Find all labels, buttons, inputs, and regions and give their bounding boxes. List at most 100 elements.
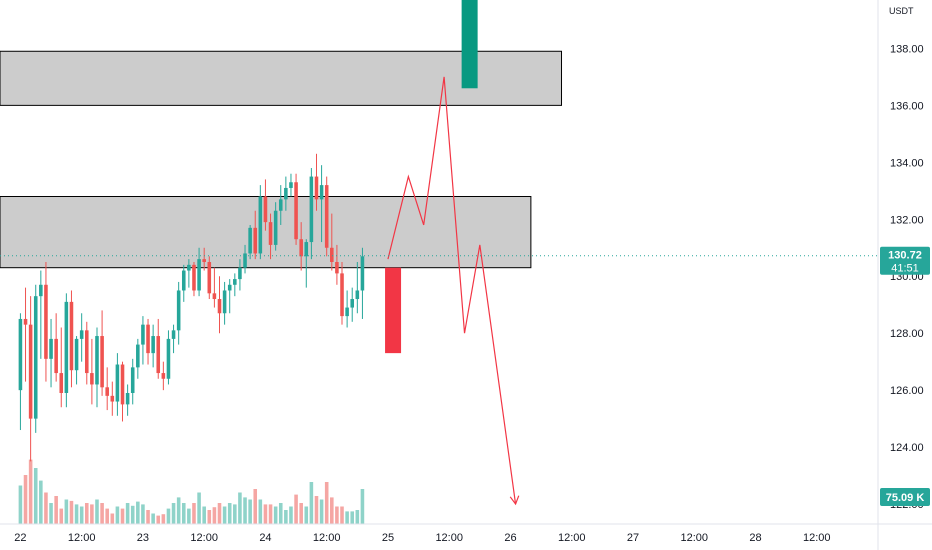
volume-bar: [125, 503, 130, 524]
time-tick-label: 12:00: [190, 532, 218, 544]
candle-body: [156, 336, 161, 374]
volume-tag: 75.09 K: [880, 488, 930, 506]
candle-body: [59, 373, 64, 393]
volume-bar: [156, 515, 161, 524]
candle-body: [350, 299, 355, 308]
time-tick-label: 24: [259, 532, 271, 544]
price-tick-label: 134.00: [890, 157, 924, 169]
volume-bar: [192, 503, 196, 524]
candle-body: [278, 199, 283, 211]
price-tick-label: 136.00: [890, 100, 924, 112]
volume-bar: [324, 482, 329, 524]
candle-body: [222, 290, 227, 314]
candle-body: [319, 185, 324, 200]
volume-bar: [39, 480, 43, 524]
volume-bar: [176, 497, 181, 524]
projection-arrowhead: [509, 495, 520, 506]
price-tick-label: 138.00: [890, 43, 924, 55]
projection-path: [387, 76, 517, 505]
volume-bar: [263, 504, 268, 524]
time-axis-ticks: 22 12:00 23 12:00 24 12:00 25 12:00 26 12:00 27 12:…: [14, 532, 830, 544]
candle-body: [304, 242, 309, 257]
last-price-tag: 130.72 41:51: [880, 246, 930, 275]
price-axis-background[interactable]: [878, 0, 932, 550]
candle-body: [330, 247, 334, 262]
volume-bar: [84, 503, 89, 524]
volume-bar: [28, 459, 33, 524]
volume-bar: [238, 492, 242, 524]
candle-body: [69, 301, 74, 371]
candle-body: [49, 338, 53, 359]
volume-bar: [100, 503, 104, 524]
candle-body: [187, 264, 191, 271]
time-tick-label: 12:00: [680, 532, 708, 544]
candle-body: [151, 336, 155, 354]
candle-body: [90, 373, 94, 385]
marker-bar-1: [385, 267, 402, 354]
volume-tag-box: [880, 488, 930, 506]
last-price-countdown: 41:51: [891, 263, 919, 275]
volume-bar: [319, 499, 324, 524]
candle-body: [217, 299, 222, 314]
candle-body: [238, 267, 242, 280]
marker-bars-layer: [385, 0, 478, 354]
volume-bar: [340, 506, 344, 524]
volume-bar: [110, 513, 115, 524]
time-tick-label: 22: [14, 532, 26, 544]
volume-bar: [294, 494, 298, 524]
volume-tag-value: 75.09 K: [886, 492, 925, 504]
candle-body: [202, 259, 206, 262]
candle-body: [273, 210, 278, 245]
candle-body: [335, 262, 339, 274]
volume-bar: [284, 510, 288, 524]
candle-body: [294, 182, 298, 240]
candle-body: [284, 187, 288, 200]
volume-bar: [222, 506, 227, 524]
volume-bar: [69, 500, 74, 524]
volume-bar: [49, 503, 53, 524]
candle-body: [340, 273, 344, 317]
volume-bar: [268, 504, 273, 524]
price-tick-label: 126.00: [890, 385, 924, 397]
volume-bar: [253, 489, 258, 524]
volume-bar: [273, 506, 278, 524]
volume-bar: [18, 485, 23, 524]
candle-body: [227, 284, 232, 291]
volume-bar: [350, 511, 355, 524]
volume-bar: [95, 499, 99, 524]
candle-body: [100, 336, 104, 388]
volume-bar: [166, 508, 171, 524]
volume-bar: [314, 496, 319, 524]
time-axis-background[interactable]: [0, 524, 878, 550]
candle-body: [197, 259, 201, 291]
volume-bar: [79, 506, 84, 524]
time-tick-label: 25: [382, 532, 394, 544]
candle-body: [44, 284, 48, 359]
volume-bar: [207, 510, 212, 524]
volume-bar: [64, 499, 69, 524]
time-tick-label: 12:00: [558, 532, 586, 544]
candle-body: [39, 284, 43, 297]
volume-bar: [278, 503, 283, 524]
candle-body: [253, 227, 258, 254]
candle-body: [130, 367, 135, 393]
candle-body: [141, 324, 145, 345]
volume-bar: [345, 511, 349, 524]
time-tick-label: 28: [749, 532, 761, 544]
volume-bar: [151, 513, 155, 524]
volume-bar: [258, 499, 263, 524]
candle-body: [233, 279, 237, 285]
candle-body: [84, 330, 89, 374]
time-tick-label: 23: [137, 532, 149, 544]
time-tick-label: 12:00: [435, 532, 463, 544]
volume-bar: [105, 508, 109, 524]
price-tick-label: 124.00: [890, 442, 924, 454]
candle-body: [263, 196, 268, 223]
candle-body: [105, 387, 109, 396]
volume-bar: [54, 496, 58, 524]
volume-bar: [212, 507, 217, 524]
candle-body: [324, 185, 329, 248]
last-price-tag-box: [880, 246, 930, 275]
volume-bar: [115, 506, 120, 524]
